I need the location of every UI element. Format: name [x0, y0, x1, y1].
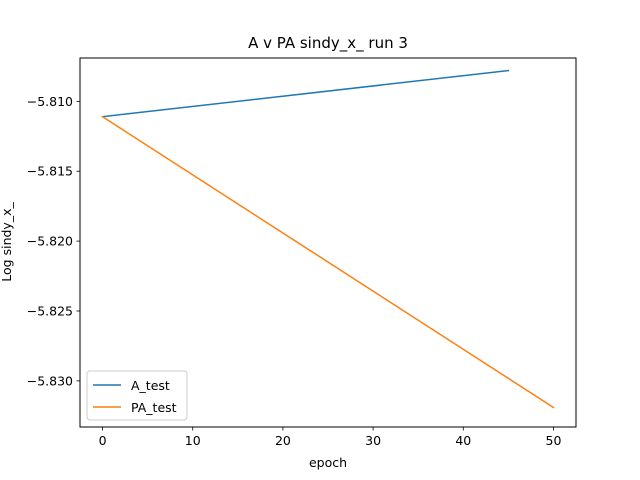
- x-tick-label: 10: [185, 433, 201, 448]
- y-tick-label: −5.830: [27, 373, 73, 388]
- x-tick-label: 30: [365, 433, 381, 448]
- y-tick-label: −5.810: [27, 94, 73, 109]
- y-tick-label: −5.820: [27, 234, 73, 249]
- y-axis-label: Log sindy_x_: [0, 202, 14, 282]
- legend-label-a-test: A_test: [131, 378, 170, 393]
- y-tick-label: −5.825: [27, 303, 73, 318]
- x-axis-label: epoch: [309, 455, 347, 470]
- y-axis-ticks: −5.810 −5.815 −5.820 −5.825 −5.830: [27, 94, 80, 388]
- x-axis-ticks: 0 10 20 30 40 50: [99, 427, 562, 448]
- x-tick-label: 50: [546, 433, 562, 448]
- plot-area: 0 10 20 30 40 50 −5.810−5.815−5.820−5.825−5.8…: [27, 57, 577, 448]
- y-tick-label: −5.815: [27, 164, 73, 179]
- series-layer: [101, 69, 555, 409]
- series-line-a-test: [101, 69, 510, 118]
- legend-label-pa-test: PA_test: [131, 400, 177, 415]
- legend: A_test PA_test: [86, 370, 188, 421]
- axes-frame: [79, 57, 577, 428]
- series-line-pa-test: [101, 115, 555, 409]
- chart-title: A v PA sindy_x_ run 3: [248, 34, 408, 53]
- x-tick-label: 40: [455, 433, 471, 448]
- x-tick-label: 20: [275, 433, 291, 448]
- x-tick-label: 0: [99, 433, 107, 448]
